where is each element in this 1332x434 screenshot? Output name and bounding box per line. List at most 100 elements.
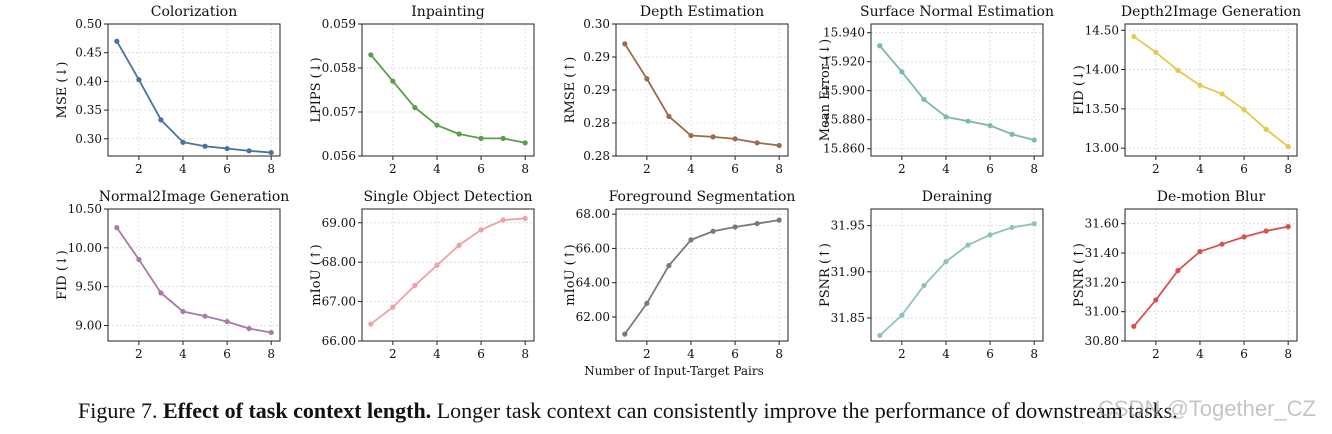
x-tick-label: 2 <box>389 347 397 361</box>
caption-bold: Effect of task context length. <box>162 398 432 423</box>
data-point <box>899 312 905 318</box>
x-tick-label: 2 <box>135 347 143 361</box>
chart-panel-9: 2 4 6 8 31.95 31.90 31.85 Deraining PSNR (↑) <box>818 189 1044 361</box>
data-point <box>754 220 760 227</box>
data-point <box>877 43 883 49</box>
data-point <box>754 140 760 146</box>
data-point <box>943 259 949 265</box>
x-tick-label: 2 <box>643 162 651 176</box>
data-point <box>268 329 274 336</box>
plot-frame <box>361 23 535 157</box>
data-point <box>456 131 462 137</box>
y-tick-label: 13.50 <box>1085 102 1119 116</box>
data-point <box>390 304 396 310</box>
chart-title: Colorization <box>151 4 238 20</box>
data-point <box>921 96 927 103</box>
data-point <box>412 282 418 289</box>
data-point <box>965 118 971 124</box>
x-tick-label: 8 <box>267 347 275 361</box>
y-tick-label: 15.920 <box>823 55 865 69</box>
x-tick-label: 8 <box>1284 347 1292 361</box>
data-point <box>732 136 738 142</box>
x-tick-label: 4 <box>179 162 187 176</box>
x-tick-label: 8 <box>267 162 275 176</box>
chart-panel-6: 2 4 6 8 10.50 10.00 9.50 9.00 Normal2Image Gener… <box>55 189 289 361</box>
series-line <box>1133 35 1289 148</box>
data-point <box>987 232 993 238</box>
y-tick-label: 30.80 <box>1085 334 1119 348</box>
y-tick-label: 0.40 <box>75 74 102 88</box>
plot-frame <box>107 208 281 342</box>
data-point <box>522 140 528 146</box>
y-tick-label: 15.900 <box>823 84 865 98</box>
chart-title: Depth Estimation <box>640 4 764 20</box>
chart-panel-2: 2 4 6 8 0.059 0.058 0.057 0.056 Inpainting LPIPS … <box>309 4 535 176</box>
y-tick-label: 10.00 <box>68 241 102 255</box>
data-point <box>877 332 883 339</box>
data-point <box>688 132 694 139</box>
data-point <box>456 242 462 248</box>
shared-x-axis-label: Number of Input-Target Pairs <box>584 364 764 378</box>
plot-frame <box>361 208 535 342</box>
y-axis-label: mIoU (↑) <box>563 244 578 305</box>
plot-frame <box>1124 208 1298 342</box>
x-tick-label: 6 <box>1240 347 1248 361</box>
data-point <box>666 113 672 119</box>
data-point <box>1285 143 1291 150</box>
chart-title: Foreground Segmentation <box>609 189 796 205</box>
x-tick-label: 6 <box>477 347 485 361</box>
x-tick-label: 2 <box>389 162 397 176</box>
chart-title: Single Object Detection <box>363 189 532 205</box>
y-tick-label: 15.880 <box>823 113 865 127</box>
y-tick-label: 15.940 <box>823 26 865 40</box>
data-point <box>622 41 628 47</box>
data-point <box>1153 297 1159 303</box>
y-tick-label: 0.30 <box>583 17 610 31</box>
series-line <box>116 40 272 154</box>
data-point <box>987 122 993 129</box>
data-point <box>522 215 528 222</box>
series-line <box>370 217 526 325</box>
series-line <box>370 54 526 144</box>
data-point <box>1175 268 1181 274</box>
x-tick-label: 8 <box>775 347 783 361</box>
y-tick-label: 67.00 <box>322 295 356 309</box>
data-point <box>776 217 782 223</box>
y-tick-label: 68.00 <box>322 255 356 269</box>
y-tick-label: 69.00 <box>322 216 356 230</box>
x-tick-label: 2 <box>898 162 906 176</box>
x-tick-label: 4 <box>687 347 695 361</box>
plot-frame <box>870 208 1044 342</box>
data-point <box>1241 107 1247 113</box>
data-point <box>390 78 396 84</box>
y-axis-label: RMSE (↑) <box>563 57 578 124</box>
y-tick-label: 31.40 <box>1085 246 1119 260</box>
data-point <box>202 313 208 319</box>
y-tick-label: 0.28 <box>583 149 610 163</box>
x-tick-label: 8 <box>1284 162 1292 176</box>
data-point <box>202 143 208 149</box>
plot-frame <box>615 208 789 342</box>
x-tick-label: 6 <box>1240 162 1248 176</box>
chart-panel-3: 2 4 6 8 0.30 0.29 0.29 0.28 0.28 Depth Estimation… <box>563 4 789 176</box>
x-tick-label: 6 <box>986 347 994 361</box>
chart-title: De-motion Blur <box>1157 189 1266 205</box>
data-point <box>1131 323 1137 329</box>
data-point <box>114 225 120 231</box>
x-tick-label: 8 <box>1030 162 1038 176</box>
y-tick-label: 0.35 <box>75 103 102 117</box>
data-point <box>921 283 927 289</box>
chart-panel-5: 2 4 6 8 14.50 14.00 13.50 13.00 Depth2Image Gene… <box>1072 4 1301 176</box>
y-tick-label: 31.90 <box>831 265 865 279</box>
data-point <box>368 52 374 58</box>
y-tick-label: 14.50 <box>1085 23 1119 37</box>
x-tick-label: 2 <box>1152 162 1160 176</box>
y-tick-label: 66.00 <box>322 334 356 348</box>
figure-grid: 2 4 6 8 0.50 0.45 0.40 0.35 0.30 Colorization MSE … <box>55 4 1301 378</box>
data-point <box>434 262 440 268</box>
y-tick-label: 31.20 <box>1085 275 1119 289</box>
y-tick-label: 9.00 <box>75 318 102 332</box>
chart-title: Depth2Image Generation <box>1121 4 1301 20</box>
data-point <box>368 321 374 327</box>
data-point <box>710 134 716 140</box>
